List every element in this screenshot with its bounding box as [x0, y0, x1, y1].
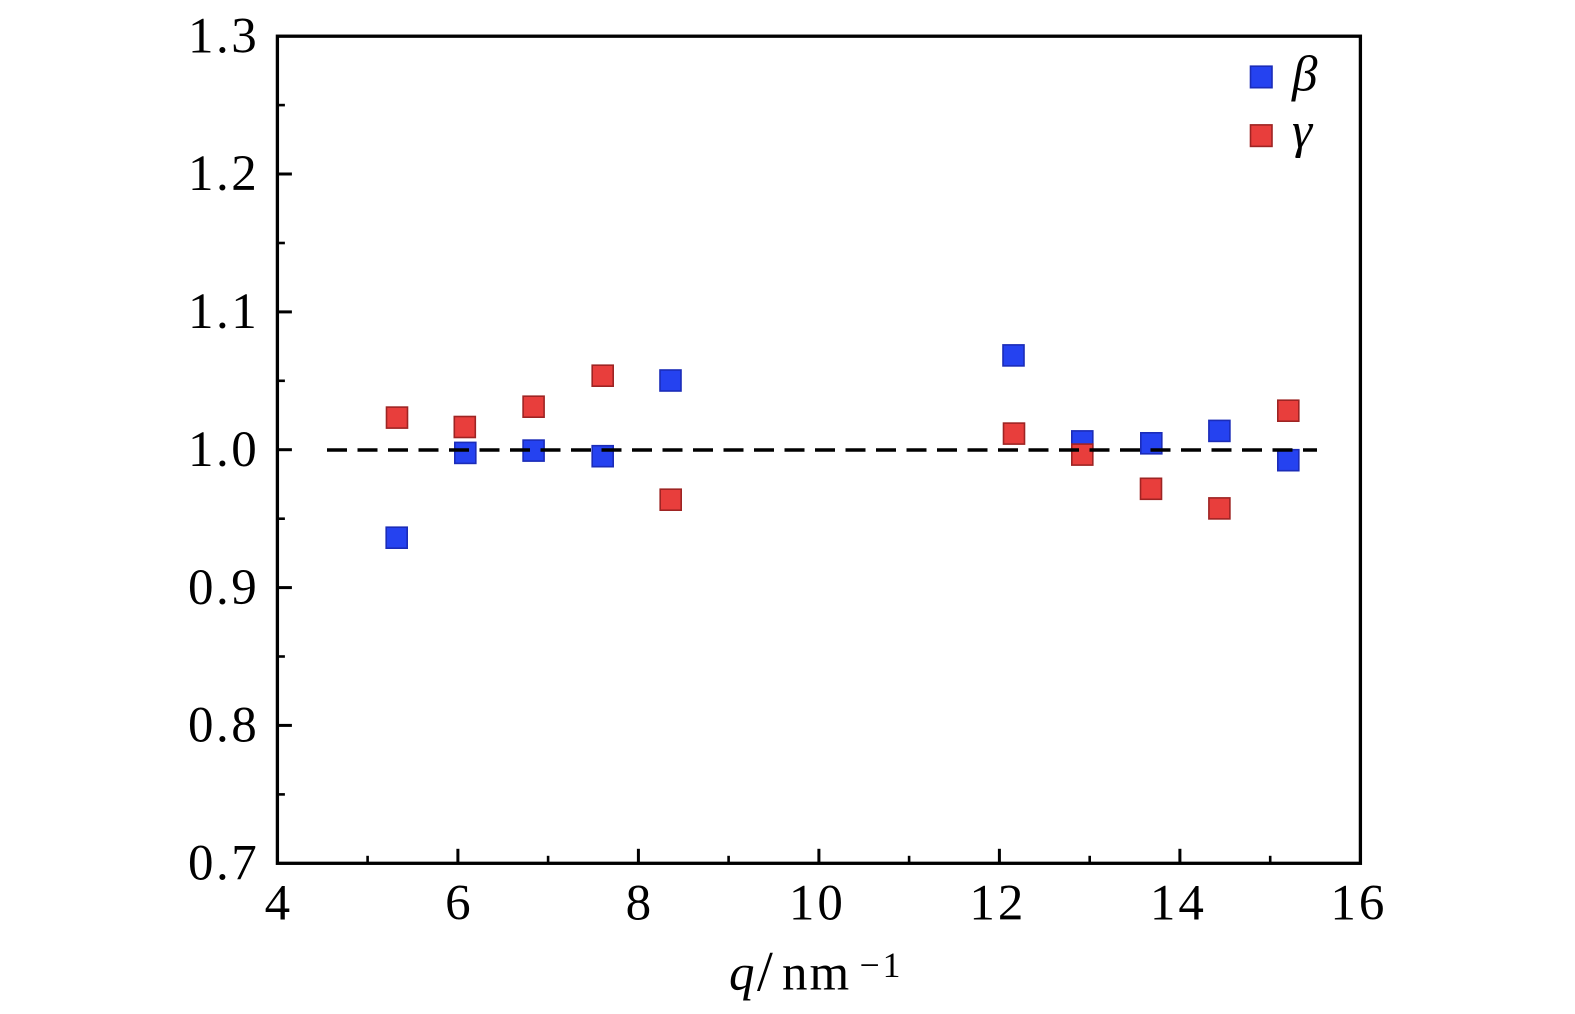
svg-text:nm: nm [782, 945, 851, 1001]
svg-text:q: q [729, 945, 755, 1001]
svg-text:0.8: 0.8 [188, 698, 259, 754]
svg-text:0.9: 0.9 [188, 560, 259, 616]
svg-text:4: 4 [265, 876, 291, 932]
svg-text:16: 16 [1330, 876, 1387, 932]
svg-text:8: 8 [626, 876, 652, 932]
svg-text:1.3: 1.3 [188, 8, 259, 64]
svg-text:6: 6 [445, 876, 471, 932]
svg-text:12: 12 [969, 876, 1026, 932]
svg-text:1.0: 1.0 [188, 422, 259, 478]
svg-text:1.1: 1.1 [188, 284, 259, 340]
svg-text:γ: γ [1292, 103, 1314, 159]
svg-text:1.2: 1.2 [188, 146, 259, 202]
svg-text:−1: −1 [860, 945, 901, 985]
svg-text:10: 10 [789, 876, 846, 932]
svg-text:0.7: 0.7 [188, 836, 259, 892]
svg-text:β: β [1291, 47, 1318, 103]
svg-text:14: 14 [1150, 876, 1207, 932]
svg-text:/: / [757, 940, 773, 1003]
